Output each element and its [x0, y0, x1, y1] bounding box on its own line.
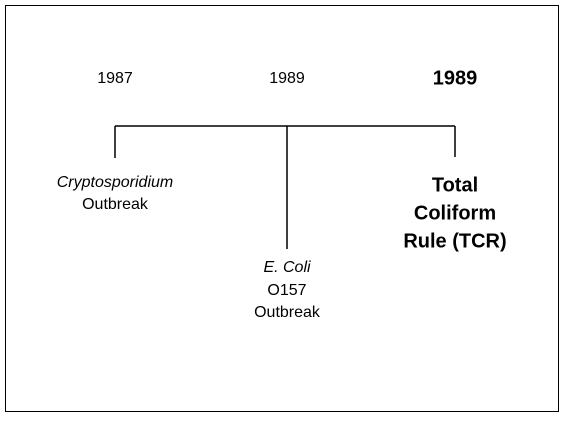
event-label: Cryptosporidium	[57, 174, 173, 191]
event-year: 1989	[269, 70, 305, 87]
event-label: Coliform	[414, 202, 496, 224]
event-label: Outbreak	[82, 196, 149, 213]
event-year: 1989	[433, 67, 478, 89]
frame	[5, 5, 559, 412]
event-label: Rule (TCR)	[403, 230, 506, 252]
event-year: 1987	[97, 70, 133, 87]
event-label: E. Coli	[263, 259, 311, 276]
event-label: Total	[432, 174, 478, 196]
event-label: O157	[267, 282, 306, 299]
event-label: Outbreak	[254, 304, 321, 321]
